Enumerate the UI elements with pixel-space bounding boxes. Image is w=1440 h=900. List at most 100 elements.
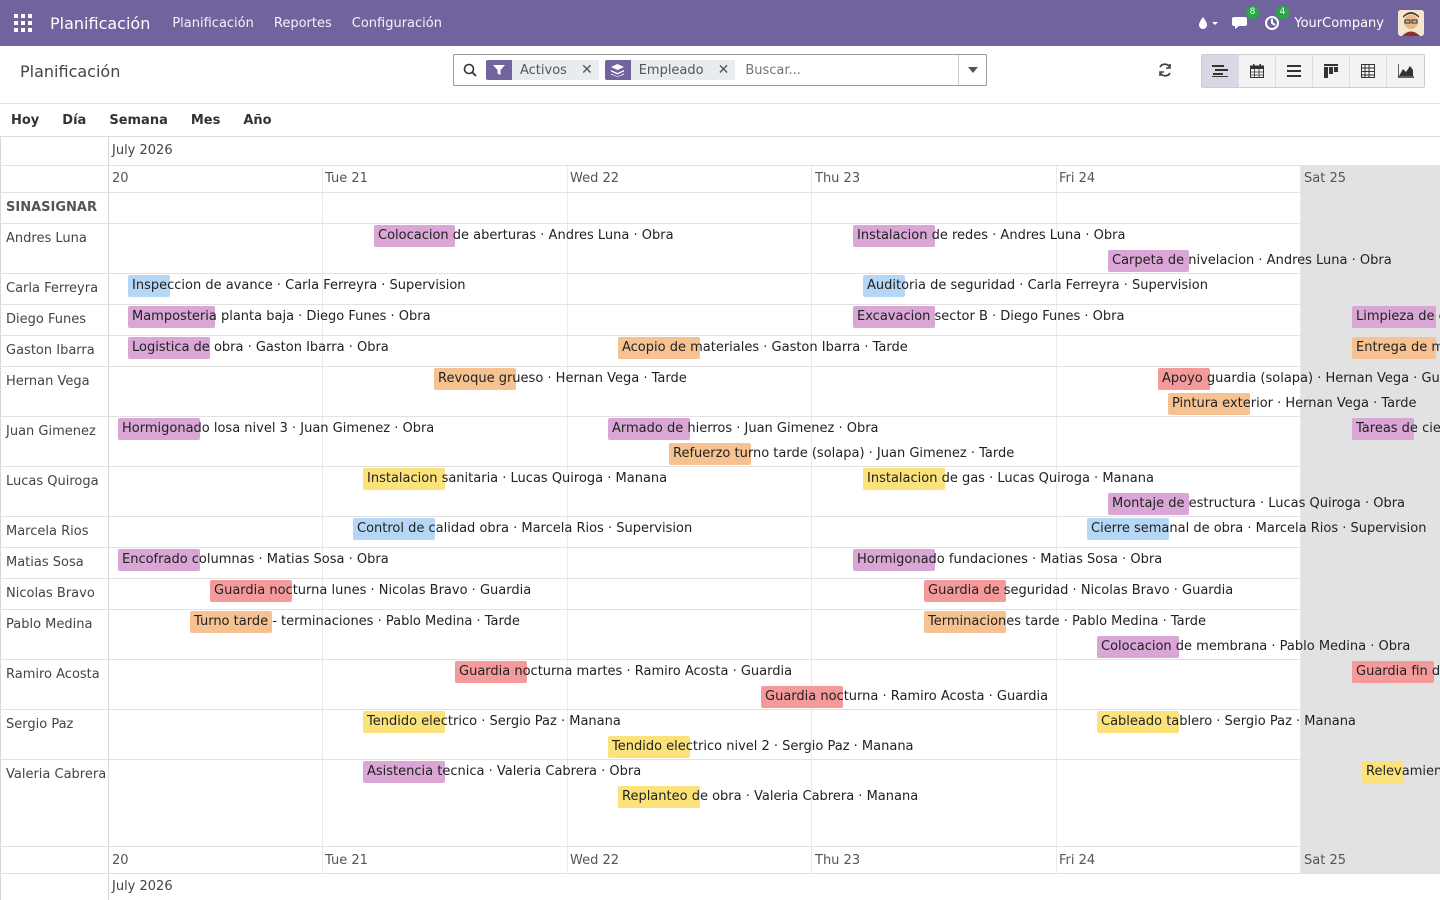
- shift-pill[interactable]: [455, 661, 527, 683]
- gantt-row-label: Pablo Medina: [6, 617, 93, 632]
- gantt-row-label: Lucas Quiroga: [6, 474, 99, 489]
- page-title: Planificación: [20, 62, 121, 81]
- shift-pill[interactable]: [924, 580, 1006, 602]
- calendar-view-icon[interactable]: [1239, 55, 1276, 87]
- shift-pill[interactable]: [353, 518, 435, 540]
- shift-label: Logistica de obra · Gaston Ibarra · Obra: [132, 340, 389, 355]
- gantt-row-label: SINASIGNAR: [6, 200, 97, 215]
- shift-pill[interactable]: [618, 337, 700, 359]
- shift-pill[interactable]: [128, 275, 170, 297]
- shift-pill[interactable]: [128, 337, 210, 359]
- gantt-row-label: Nicolas Bravo: [6, 586, 95, 601]
- messages-icon[interactable]: 8: [1232, 6, 1260, 31]
- search-icon[interactable]: [454, 63, 486, 77]
- shift-pill[interactable]: [1168, 393, 1250, 415]
- facet-empleado[interactable]: Empleado ✕: [604, 60, 736, 80]
- shift-pill[interactable]: [363, 711, 445, 733]
- debug-drop-icon[interactable]: [1198, 16, 1219, 30]
- shift-label: Tendido electrico nivel 2 · Sergio Paz ·…: [612, 739, 914, 754]
- row-separator: [0, 759, 1440, 760]
- shift-pill[interactable]: [863, 468, 945, 490]
- shift-pill[interactable]: [853, 306, 935, 328]
- shift-label: Terminaciones tarde · Pablo Medina · Tar…: [928, 614, 1206, 629]
- day-footer: 20: [112, 853, 129, 868]
- gantt-row-label: Valeria Cabrera: [6, 767, 107, 782]
- gantt-grid: July 2026 July 2026 20 20 Tue 21 Tue 21 Wed …: [0, 137, 1440, 900]
- shift-pill[interactable]: [853, 225, 935, 247]
- shift-label: Carpeta de nivelacion · Andres Luna · Ob…: [1112, 253, 1392, 268]
- company-switcher[interactable]: YourCompany: [1294, 15, 1384, 31]
- pivot-view-icon[interactable]: [1350, 55, 1387, 87]
- shift-pill[interactable]: [1158, 368, 1210, 390]
- list-view-icon[interactable]: [1276, 55, 1313, 87]
- shift-pill[interactable]: [669, 443, 751, 465]
- refresh-icon[interactable]: [1158, 62, 1172, 81]
- shift-pill[interactable]: [1352, 306, 1436, 328]
- shift-pill[interactable]: [434, 368, 516, 390]
- day-separator: [322, 165, 323, 873]
- shift-pill[interactable]: [1352, 661, 1434, 683]
- shift-pill[interactable]: [363, 761, 445, 783]
- shift-pill[interactable]: [1097, 711, 1179, 733]
- gantt-row-label: Andres Luna: [6, 231, 87, 246]
- activities-icon[interactable]: 4: [1264, 6, 1290, 31]
- scale-hoy-button[interactable]: Hoy: [11, 112, 40, 128]
- shift-pill[interactable]: [1352, 418, 1414, 440]
- scale-ano-button[interactable]: Año: [243, 112, 272, 128]
- day-footer: Tue 21: [325, 853, 368, 868]
- grid-border: [0, 137, 1, 900]
- day-separator: [1300, 165, 1301, 873]
- shift-pill[interactable]: [363, 468, 445, 490]
- day-header: Tue 21: [325, 171, 368, 186]
- gantt-row-label: Gaston Ibarra: [6, 343, 95, 358]
- shift-pill[interactable]: [1352, 337, 1436, 359]
- menu-planificacion[interactable]: Planificación: [172, 15, 254, 31]
- shift-pill[interactable]: [608, 418, 690, 440]
- shift-pill[interactable]: [190, 611, 272, 633]
- shift-label: Cierre semanal de obra · Marcela Rios · …: [1091, 521, 1427, 536]
- shift-pill[interactable]: [1362, 761, 1404, 783]
- scale-semana-button[interactable]: Semana: [109, 112, 168, 128]
- search-options-toggle[interactable]: [958, 55, 986, 85]
- shift-label: Instalacion de redes · Andres Luna · Obr…: [857, 228, 1126, 243]
- facet-activos[interactable]: Activos ✕: [486, 60, 599, 80]
- shift-pill[interactable]: [1108, 250, 1189, 272]
- search-input[interactable]: [741, 58, 958, 82]
- shift-pill[interactable]: [924, 611, 1006, 633]
- graph-view-icon[interactable]: [1387, 55, 1424, 87]
- search-bar[interactable]: Activos ✕ Empleado ✕: [453, 54, 987, 86]
- scale-dia-button[interactable]: Día: [62, 112, 87, 128]
- weekend-shading: [1300, 165, 1440, 873]
- shift-pill[interactable]: [210, 580, 292, 602]
- scale-mes-button[interactable]: Mes: [190, 112, 221, 128]
- shift-label: Turno tarde - terminaciones · Pablo Medi…: [194, 614, 520, 629]
- shift-pill[interactable]: [608, 736, 690, 758]
- remove-facet-icon[interactable]: ✕: [717, 62, 730, 78]
- shift-label: Tareas de cie: [1356, 421, 1440, 436]
- app-brand[interactable]: Planificación: [50, 13, 151, 33]
- shift-label: Instalacion sanitaria · Lucas Quiroga · …: [367, 471, 668, 486]
- menu-reportes[interactable]: Reportes: [273, 15, 332, 31]
- user-avatar[interactable]: [1398, 10, 1424, 36]
- shift-pill[interactable]: [128, 306, 215, 328]
- gantt-row-label: Marcela Rios: [6, 524, 89, 539]
- apps-menu-icon[interactable]: [0, 0, 46, 46]
- day-header: 20: [112, 171, 129, 186]
- facet-label: Activos: [520, 62, 567, 78]
- remove-facet-icon[interactable]: ✕: [580, 62, 593, 78]
- shift-pill[interactable]: [1087, 518, 1169, 540]
- row-separator: [0, 516, 1440, 517]
- shift-pill[interactable]: [863, 275, 905, 297]
- shift-pill[interactable]: [118, 549, 200, 571]
- shift-pill[interactable]: [853, 549, 935, 571]
- gantt-view-icon[interactable]: [1202, 55, 1239, 87]
- shift-pill[interactable]: [618, 786, 700, 808]
- menu-configuracion[interactable]: Configuración: [351, 15, 442, 31]
- row-separator: [0, 273, 1440, 274]
- shift-pill[interactable]: [1097, 636, 1179, 658]
- shift-pill[interactable]: [118, 418, 200, 440]
- kanban-view-icon[interactable]: [1313, 55, 1350, 87]
- shift-pill[interactable]: [374, 225, 455, 247]
- shift-pill[interactable]: [1108, 493, 1189, 515]
- shift-pill[interactable]: [761, 686, 843, 708]
